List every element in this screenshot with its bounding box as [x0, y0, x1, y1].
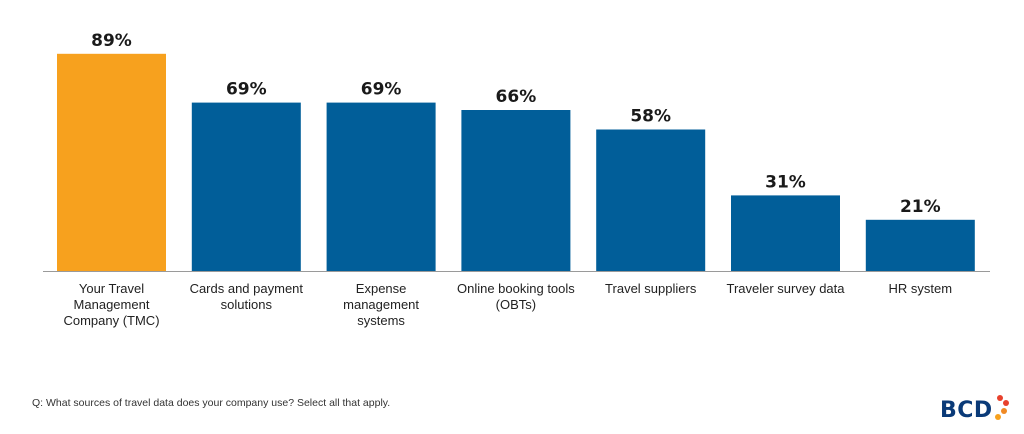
bar-1 [191, 102, 301, 271]
bar-2 [326, 102, 436, 271]
value-label-3: 66% [496, 87, 537, 107]
survey-question: Q: What sources of travel data does your… [32, 397, 391, 409]
bar-5 [731, 195, 840, 271]
bar-chart: 89% 69% 69% 66% 58% 31% 21% [43, 31, 990, 272]
value-label-5: 31% [765, 172, 806, 192]
bcd-logo: BCD [940, 392, 1010, 428]
value-label-1: 69% [226, 80, 267, 100]
logo-dot-1 [1003, 400, 1009, 406]
bcd-logo-text: BCD [940, 398, 993, 423]
category-label-6: HR system [888, 281, 953, 296]
category-label-3: Online booking tools (OBTs) [456, 281, 575, 312]
value-label-0: 89% [91, 31, 132, 51]
value-label-6: 21% [900, 197, 941, 217]
logo-dot-0 [997, 395, 1003, 401]
category-label-2: Expense management systems [343, 281, 420, 328]
bar-3 [461, 110, 571, 271]
category-label-4: Travel suppliers [605, 281, 697, 296]
value-label-4: 58% [630, 107, 671, 127]
bcd-logo-dots [995, 395, 1009, 420]
category-label-5: Traveler survey data [726, 281, 845, 296]
logo-dot-3 [995, 414, 1001, 420]
value-label-2: 69% [361, 80, 402, 100]
bar-0 [57, 53, 166, 271]
logo-dot-2 [1001, 408, 1007, 414]
category-label-1: Cards and payment solutions [189, 281, 304, 312]
bar-4 [596, 129, 706, 271]
bar-6 [865, 219, 975, 271]
category-label-0: Your Travel Management Company (TMC) [63, 281, 160, 328]
